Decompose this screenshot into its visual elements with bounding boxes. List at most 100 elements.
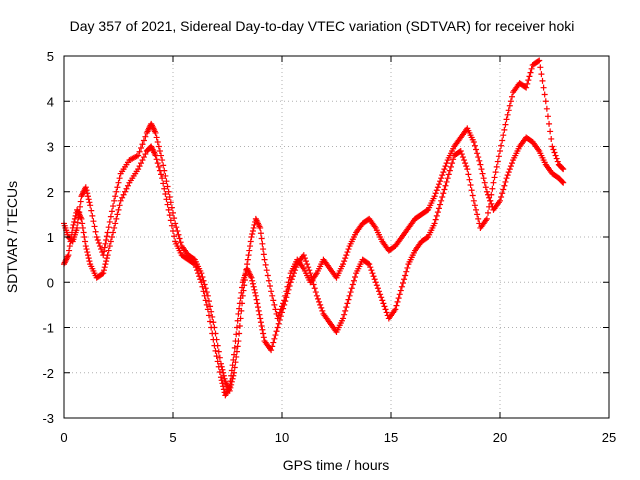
data-point-interp (471, 142, 478, 149)
data-point-interp (282, 298, 289, 305)
data-point-interp (349, 281, 356, 288)
data-point-interp (155, 163, 162, 170)
data-point (542, 98, 549, 105)
data-point-interp (546, 120, 553, 127)
data-point-interp (461, 157, 468, 164)
data-point-interp (205, 312, 212, 319)
data-point-interp (308, 273, 315, 280)
data-point (261, 256, 268, 263)
data-point-interp (272, 332, 279, 339)
data-point-interp (203, 301, 210, 308)
data-point-interp (140, 154, 147, 161)
data-point-interp (473, 206, 480, 213)
data-point-interp (88, 207, 95, 214)
data-point (497, 197, 503, 204)
data-point-interp (341, 311, 348, 318)
data-point-interp (554, 158, 561, 165)
data-point-interp (263, 267, 270, 274)
data-point-interp (273, 328, 280, 335)
data-point-interp (383, 309, 390, 316)
data-point-interp (500, 132, 507, 139)
data-point-interp (158, 152, 165, 159)
data-point-interp (435, 205, 442, 212)
data-point-interp (285, 286, 292, 293)
data-point-interp (348, 285, 355, 292)
data-point-interp (466, 176, 473, 183)
data-point-interp (220, 369, 227, 376)
data-point-interp (96, 243, 103, 250)
data-point-interp (100, 267, 107, 274)
data-point (65, 252, 72, 259)
data-point-interp (267, 283, 274, 290)
data-point-interp (440, 190, 447, 197)
data-point-interp (213, 353, 220, 360)
data-point-interp (160, 162, 167, 169)
data-point-interp (230, 356, 237, 363)
y-tick-label: 4 (47, 94, 54, 109)
data-point-interp (450, 156, 457, 163)
data-point-interp (193, 267, 200, 274)
data-point-interp (99, 270, 106, 277)
data-point (438, 197, 445, 204)
data-point-interp (207, 318, 214, 325)
data-point-interp (237, 295, 244, 302)
data-point-interp (480, 175, 487, 182)
data-point-interp (234, 317, 241, 324)
data-point-interp (105, 224, 112, 231)
data-point-interp (508, 160, 515, 167)
data-point-interp (445, 171, 452, 178)
data-point-interp (170, 227, 176, 234)
data-point (313, 292, 320, 299)
data-point-interp (250, 224, 257, 231)
data-point-interp (506, 102, 513, 109)
data-point-interp (270, 297, 277, 304)
data-point-interp (256, 311, 263, 318)
data-point-interp (82, 238, 89, 245)
data-point-interp (89, 212, 96, 219)
data-point (470, 138, 477, 145)
data-point-interp (344, 300, 351, 307)
data-point-interp (493, 163, 500, 170)
data-point-interp (163, 178, 170, 185)
data-point-interp (214, 358, 221, 365)
data-point-interp (74, 219, 81, 226)
data-point-interp (288, 276, 295, 283)
data-point-interp (110, 229, 117, 236)
data-point-interp (312, 289, 319, 296)
data-point-interp (138, 160, 145, 167)
data-point-interp (371, 276, 378, 283)
data-point-interp (163, 196, 170, 203)
data-point-interp (200, 288, 207, 295)
data-point-interp (507, 98, 514, 105)
data-point-interp (382, 306, 389, 313)
data-point-interp (101, 244, 108, 251)
data-point-interp (495, 153, 502, 160)
data-point-interp (100, 248, 107, 255)
data-point-interp (202, 297, 209, 304)
data-point-interp (122, 188, 129, 195)
data-point-interp (101, 264, 108, 271)
data-point-interp (485, 209, 492, 216)
data-point-interp (538, 71, 545, 78)
data-point-interp (342, 255, 349, 262)
data-point-interp (244, 256, 251, 263)
data-point-interp (524, 80, 531, 87)
data-point-interp (293, 264, 300, 271)
data-point-interp (90, 218, 97, 225)
y-tick-label: -1 (42, 321, 54, 336)
data-point-interp (500, 186, 507, 193)
data-point-interp (494, 158, 501, 165)
y-tick-label: 5 (47, 49, 54, 64)
data-point-interp (259, 240, 266, 247)
data-point-interp (465, 171, 472, 178)
data-point-interp (202, 285, 209, 292)
data-point-interp (138, 145, 145, 152)
data-point-interp (245, 252, 252, 259)
data-point-interp (499, 190, 506, 197)
data-point-interp (85, 255, 92, 262)
data-point-interp (376, 288, 383, 295)
data-point-interp (177, 239, 184, 246)
data-point (69, 224, 76, 231)
data-point-interp (344, 249, 351, 256)
data-point (165, 188, 172, 195)
